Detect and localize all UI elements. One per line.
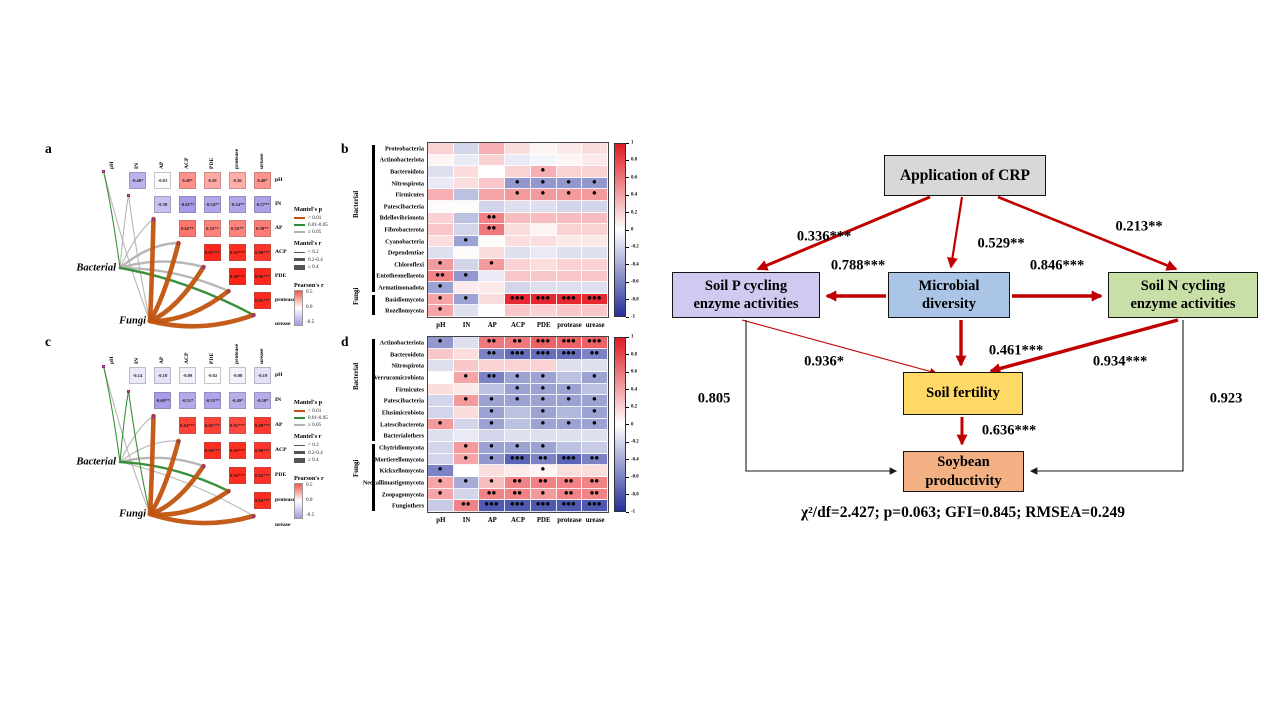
sem-path-crp-p_enzymes bbox=[756, 195, 931, 271]
mantel-edge-fungi-PDE bbox=[147, 264, 206, 324]
mantel-edge-bacterial-AP bbox=[119, 415, 155, 463]
mantel-edge-fungi-IN bbox=[127, 390, 151, 515]
mantel-edge-bacterial-protease bbox=[118, 460, 230, 493]
mantel-edge-fungi-ACP bbox=[147, 438, 181, 517]
sem-path-crp-microbial bbox=[947, 196, 964, 269]
panel-label-b: b bbox=[341, 141, 349, 156]
panel-label-d: d bbox=[341, 334, 349, 349]
mantel-edge-bacterial-urease bbox=[118, 266, 255, 317]
mantel-edge-bacterial-urease bbox=[119, 461, 255, 517]
mantel-edge-fungi-IN bbox=[127, 194, 151, 322]
sem-path-crp-n_enzymes bbox=[997, 195, 1178, 271]
panel-label-c: c bbox=[45, 334, 51, 349]
mantel-edge-fungi-AP bbox=[147, 413, 156, 517]
mantel-edge-fungi-urease bbox=[147, 312, 256, 329]
panel-label-a: a bbox=[45, 141, 52, 156]
sem-path-n_enzymes-fertility bbox=[989, 318, 1179, 374]
mantel-edge-bacterial-IN bbox=[119, 194, 130, 269]
mantel-edge-fungi-pH bbox=[102, 170, 151, 322]
mantel-edge-bacterial-ACP bbox=[119, 440, 180, 463]
mantel-edge-bacterial-pH bbox=[102, 170, 121, 269]
mantel-edge-bacterial-IN bbox=[119, 390, 130, 463]
mantel-edge-bacterial-pH bbox=[102, 365, 121, 463]
mantel-edge-bacterial-ACP bbox=[118, 241, 180, 270]
mantel-edge-bacterial-PDE bbox=[118, 260, 205, 270]
mantel-edge-bacterial-AP bbox=[119, 218, 155, 269]
sem-fit-statistics: χ²/df=2.427; p=0.063; GFI=0.845; RMSEA=0… bbox=[801, 504, 1125, 521]
mantel-edge-fungi-urease bbox=[147, 511, 256, 526]
mantel-edge-fungi-ACP bbox=[147, 240, 181, 324]
sem-residual-path-p_enzymes-soybean bbox=[745, 320, 898, 475]
sem-path-p_enzymes-fertility bbox=[741, 319, 938, 375]
mantel-edge-bacterial-PDE bbox=[118, 456, 205, 468]
sem-residual-path-n_enzymes-soybean bbox=[1029, 320, 1184, 475]
mantel-edge-fungi-pH bbox=[102, 365, 151, 515]
mantel-edge-fungi-AP bbox=[147, 216, 156, 324]
